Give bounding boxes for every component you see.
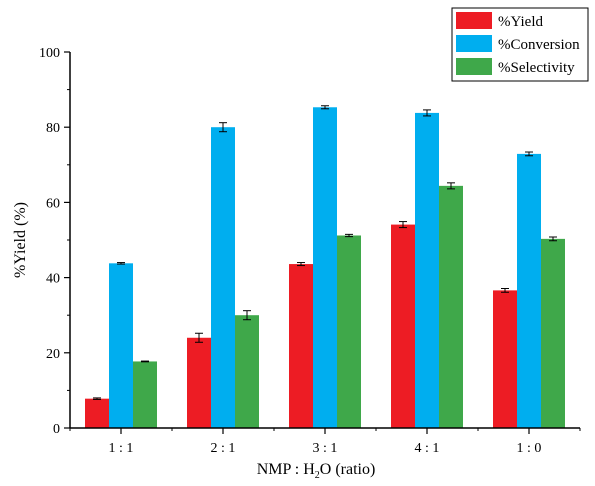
legend-label: %Selectivity bbox=[498, 60, 575, 76]
bar bbox=[517, 153, 541, 428]
y-tick-label: 60 bbox=[46, 196, 60, 211]
bar bbox=[109, 263, 133, 428]
error-bar bbox=[93, 397, 101, 400]
x-tick-label: 4 : 1 bbox=[415, 441, 440, 456]
error-bar bbox=[243, 310, 251, 321]
y-axis-title: %Yield (%) bbox=[12, 202, 29, 278]
error-bar bbox=[219, 122, 227, 133]
error-bar bbox=[399, 221, 407, 229]
legend-swatch bbox=[456, 12, 492, 29]
bar bbox=[493, 290, 517, 428]
bar bbox=[235, 315, 259, 428]
bar bbox=[415, 112, 439, 429]
tick-labels-layer: 0 20 40 60 80 100 1 : 1 2 : 1 3 : 1 4 : 1 1 : 0 bbox=[39, 46, 541, 456]
error-bar bbox=[195, 332, 203, 343]
legend-label: %Yield bbox=[498, 14, 543, 30]
x-tick-label: 1 : 1 bbox=[109, 441, 134, 456]
y-tick-label: 20 bbox=[46, 347, 60, 362]
x-tick-label: 2 : 1 bbox=[211, 441, 236, 456]
bar bbox=[187, 337, 211, 428]
bars-layer bbox=[85, 107, 565, 429]
legend-label: %Conversion bbox=[498, 37, 580, 53]
x-axis-title: NMP : H2O (ratio) bbox=[257, 461, 376, 481]
legend-swatch bbox=[456, 35, 492, 52]
legend-swatch bbox=[456, 58, 492, 75]
error-bar bbox=[321, 105, 329, 110]
error-bar bbox=[297, 262, 305, 267]
error-bar bbox=[549, 236, 557, 242]
bar bbox=[211, 127, 235, 428]
error-bar bbox=[345, 233, 353, 238]
error-bar bbox=[501, 288, 509, 293]
y-tick-label: 100 bbox=[39, 46, 60, 61]
y-tick-label: 40 bbox=[46, 272, 60, 287]
error-bar bbox=[141, 360, 149, 363]
y-tick-label: 0 bbox=[53, 422, 60, 437]
y-tick-label: 80 bbox=[46, 121, 60, 136]
bar bbox=[541, 238, 565, 428]
error-bars-layer bbox=[93, 105, 557, 400]
bar bbox=[313, 107, 337, 428]
x-tick-label: 3 : 1 bbox=[313, 441, 338, 456]
bar bbox=[133, 361, 157, 428]
error-bar bbox=[117, 262, 125, 265]
error-bar bbox=[423, 109, 431, 117]
axes-layer bbox=[64, 51, 581, 434]
x-axis-title-suffix: O (ratio) bbox=[320, 461, 376, 478]
bar bbox=[439, 185, 463, 428]
bar bbox=[85, 398, 109, 428]
legend: %Yield %Conversion %Selectivity bbox=[451, 7, 589, 82]
x-tick-label: 1 : 0 bbox=[517, 441, 542, 456]
bar bbox=[391, 224, 415, 428]
error-bar bbox=[447, 182, 455, 190]
x-axis-title-subscript: 2 bbox=[315, 470, 320, 481]
bar bbox=[289, 264, 313, 428]
error-bar bbox=[525, 151, 533, 157]
x-axis-title-main: NMP : H bbox=[257, 461, 316, 478]
bar bbox=[337, 235, 361, 428]
